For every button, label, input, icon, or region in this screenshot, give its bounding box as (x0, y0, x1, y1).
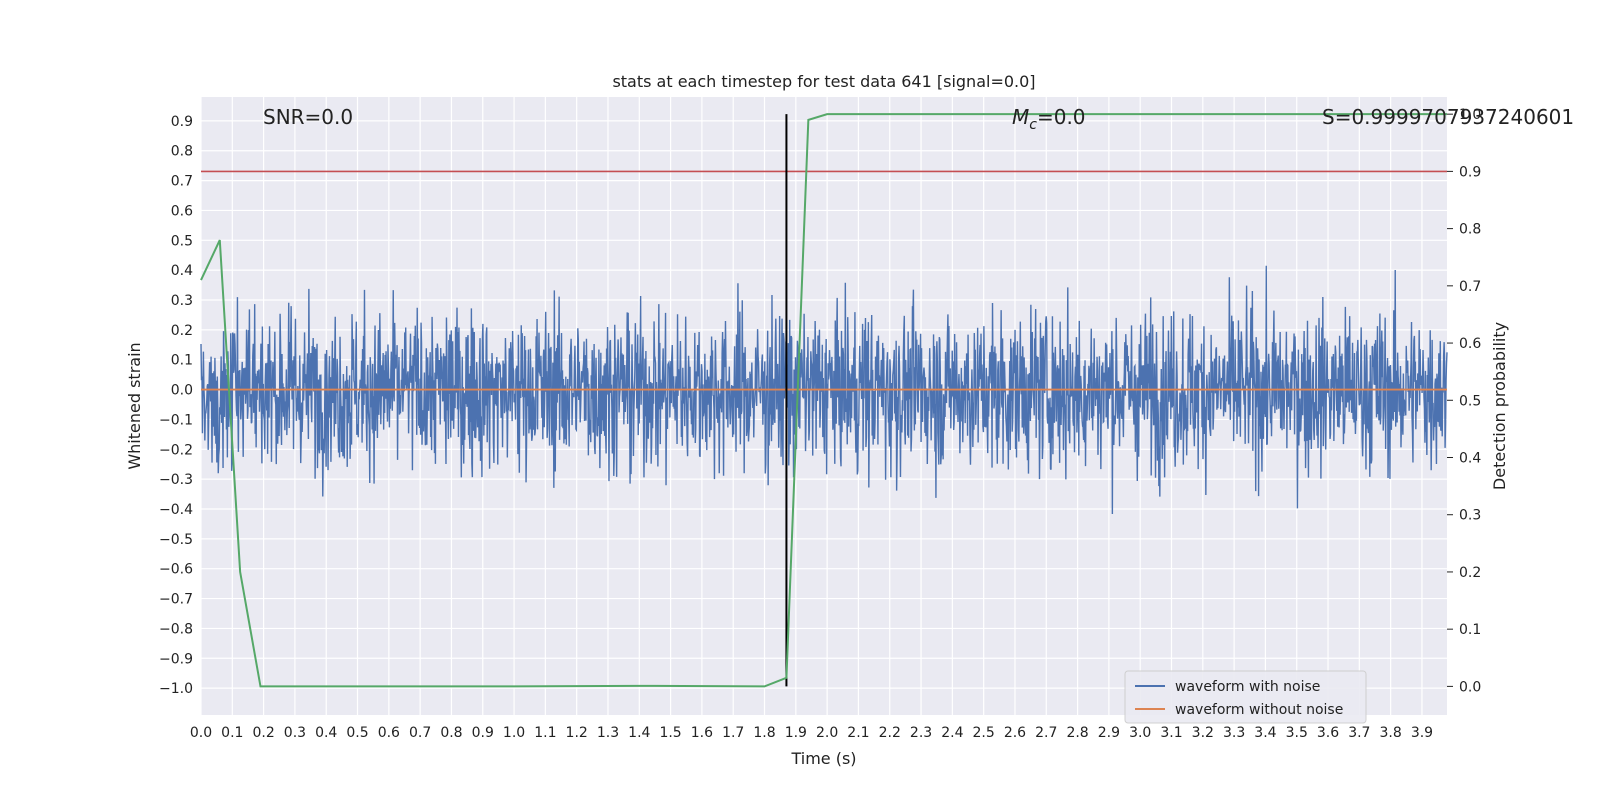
x-tick-label: 3.0 (1129, 725, 1151, 741)
y-left-tick-label: 0.3 (171, 293, 193, 309)
y-right-tick-label: 0.0 (1459, 679, 1481, 695)
y-left-tick-label: −0.3 (159, 472, 193, 488)
y-left-tick-label: −0.7 (159, 592, 193, 608)
x-tick-label: 2.8 (1066, 725, 1088, 741)
y-right-tick-label: 0.3 (1459, 508, 1481, 524)
y-left-tick-label: 0.7 (171, 174, 193, 190)
x-tick-label: 1.9 (785, 725, 807, 741)
y-left-tick-label: −0.4 (159, 502, 193, 518)
y-right-tick-label: 0.6 (1459, 336, 1481, 352)
y-right-tick-label: 0.8 (1459, 222, 1481, 238)
x-tick-label: 2.1 (847, 725, 869, 741)
y-right-tick-label: 0.2 (1459, 565, 1481, 581)
chart-title: stats at each timestep for test data 641… (612, 72, 1035, 91)
x-tick-label: 1.3 (597, 725, 619, 741)
y-left-tick-label: −0.9 (159, 651, 193, 667)
x-tick-label: 0.1 (221, 725, 243, 741)
x-tick-label: 0.7 (409, 725, 431, 741)
x-tick-label: 0.5 (346, 725, 368, 741)
y-right-tick-label: 0.1 (1459, 622, 1481, 638)
x-tick-label: 2.6 (1004, 725, 1026, 741)
x-tick-label: 0.9 (472, 725, 494, 741)
x-tick-label: 2.2 (879, 725, 901, 741)
y-axis-right-label: Detection probability (1490, 322, 1509, 490)
y-left-tick-label: 0.1 (171, 353, 193, 369)
x-tick-label: 2.7 (1035, 725, 1057, 741)
y-left-tick-label: 0.2 (171, 323, 193, 339)
x-tick-label: 3.9 (1411, 725, 1433, 741)
x-tick-label: 1.8 (753, 725, 775, 741)
y-right-tick-label: 0.5 (1459, 393, 1481, 409)
x-tick-label: 0.0 (190, 725, 212, 741)
x-tick-label: 3.4 (1254, 725, 1276, 741)
x-tick-label: 1.0 (503, 725, 525, 741)
x-tick-label: 2.5 (973, 725, 995, 741)
x-tick-label: 3.8 (1380, 725, 1402, 741)
x-tick-label: 3.1 (1160, 725, 1182, 741)
x-tick-label: 1.6 (691, 725, 713, 741)
y-left-tick-label: −0.1 (159, 412, 193, 428)
mc-symbol: M (1012, 105, 1029, 129)
legend-label-noise: waveform with noise (1175, 679, 1320, 695)
y-left-tick-label: −0.5 (159, 532, 193, 548)
y-left-tick-label: −0.6 (159, 562, 193, 578)
y-right-tick-label: 1.0 (1459, 107, 1481, 123)
x-tick-label: 3.6 (1317, 725, 1339, 741)
x-tick-label: 1.4 (628, 725, 650, 741)
y-left-tick-label: 0.0 (171, 383, 193, 399)
y-axis-left-ticks: −1.0 −0.9 −0.8 −0.7 −0.6 −0.5 −0.4 −0.3 −0.2 −0.1… (159, 114, 193, 697)
x-tick-label: 0.6 (378, 725, 400, 741)
legend-box (1124, 670, 1367, 724)
y-left-tick-label: −0.2 (159, 442, 193, 458)
y-left-tick-label: 0.4 (171, 263, 193, 279)
x-tick-label: 3.5 (1286, 725, 1308, 741)
legend: waveform with noise waveform without noi… (1124, 670, 1367, 724)
x-tick-label: 2.0 (816, 725, 838, 741)
y-left-tick-label: 0.5 (171, 233, 193, 249)
mc-value: =0.0 (1037, 105, 1086, 129)
x-axis-ticks: 0.0 0.1 0.2 0.3 0.4 0.5 0.6 0.7 0.8 0.9 1.0 1.1 1.2 1… (190, 725, 1433, 741)
x-tick-label: 2.9 (1098, 725, 1120, 741)
x-tick-label: 1.1 (534, 725, 556, 741)
y-right-tick-label: 0.4 (1459, 451, 1481, 467)
detection-probability-line (200, 113, 1447, 688)
x-tick-label: 0.2 (252, 725, 274, 741)
x-tick-label: 3.2 (1192, 725, 1214, 741)
y-left-tick-label: 0.9 (171, 114, 193, 130)
snr-annotation: SNR=0.0 (263, 105, 353, 129)
x-tick-label: 2.4 (941, 725, 963, 741)
x-tick-label: 1.5 (659, 725, 681, 741)
mc-subscript: c (1029, 117, 1037, 133)
x-tick-label: 3.3 (1223, 725, 1245, 741)
x-tick-label: 0.8 (440, 725, 462, 741)
x-tick-label: 1.7 (722, 725, 744, 741)
x-axis-label: Time (s) (790, 749, 856, 768)
series-detection-probability (200, 113, 1447, 688)
y-right-tick-label: 0.9 (1459, 164, 1481, 180)
y-axis-right-ticks: 0.0 0.1 0.2 0.3 0.4 0.5 0.6 0.7 0.8 0.9 1.0 (1447, 107, 1481, 695)
x-tick-label: 3.7 (1348, 725, 1370, 741)
y-left-tick-label: 0.6 (171, 203, 193, 219)
x-tick-label: 0.3 (284, 725, 306, 741)
mc-annotation: Mc=0.0 (1012, 105, 1086, 133)
x-tick-label: 2.3 (910, 725, 932, 741)
s-annotation: S=0.9999707937240601 (1322, 105, 1574, 129)
y-left-tick-label: −1.0 (159, 681, 193, 697)
x-tick-label: 1.2 (566, 725, 588, 741)
y-axis-left-label: Whitened strain (125, 342, 144, 469)
y-left-tick-label: −0.8 (159, 621, 193, 637)
series-waveform-with-noise (200, 265, 1448, 515)
x-tick-label: 0.4 (315, 725, 337, 741)
y-right-tick-label: 0.7 (1459, 279, 1481, 295)
y-left-tick-label: 0.8 (171, 144, 193, 160)
waveform-with-noise-line (200, 265, 1448, 515)
legend-label-clean: waveform without noise (1175, 702, 1343, 718)
